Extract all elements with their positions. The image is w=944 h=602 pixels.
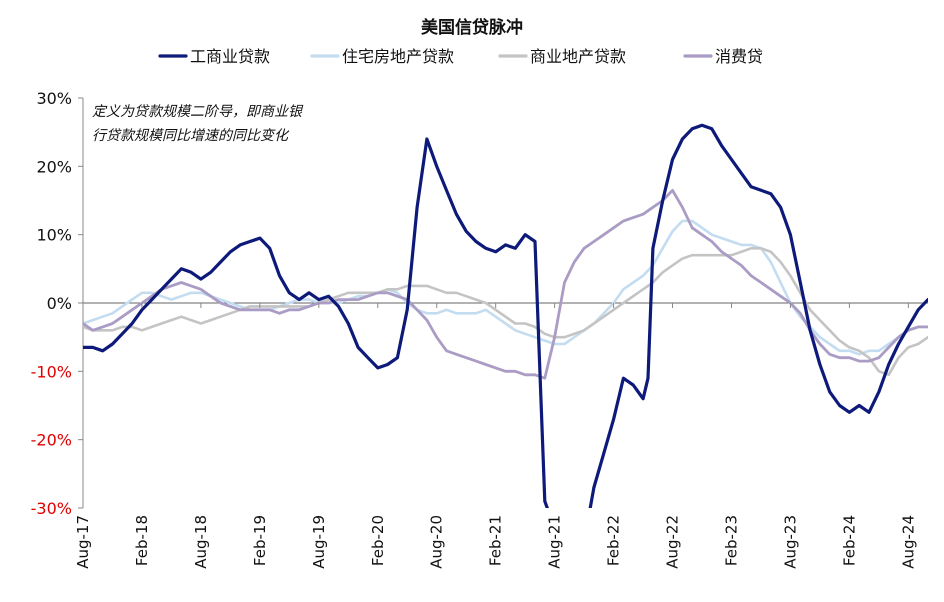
y-tick-label: -10% xyxy=(31,362,72,381)
x-tick-label: Aug-24 xyxy=(899,515,917,569)
x-tick-label: Aug-21 xyxy=(546,515,564,569)
chart-legend: 工商业贷款 住宅房地产贷款 商业地产贷款 消费贷 xyxy=(158,47,763,66)
legend-label: 工商业贷款 xyxy=(190,47,270,66)
y-axis-ticks: 30% 20% 10% 0% -10% -20% -30% xyxy=(31,89,83,518)
x-tick-label: Aug-17 xyxy=(74,515,92,569)
x-tick-label: Aug-23 xyxy=(781,515,799,569)
series-layer xyxy=(83,123,928,508)
x-tick-label: Feb-22 xyxy=(605,515,623,566)
series-line xyxy=(83,137,549,508)
series-line xyxy=(588,123,928,508)
chart-title: 美国信贷脉冲 xyxy=(421,17,523,38)
x-tick-label: Feb-23 xyxy=(722,515,740,566)
x-tick-label: Feb-24 xyxy=(840,515,858,566)
chart-note-line-1: 定义为贷款规模二阶导，即商业银 xyxy=(92,104,304,120)
series-line xyxy=(83,247,928,377)
x-tick-label: Feb-21 xyxy=(487,515,505,566)
x-tick-label: Feb-20 xyxy=(369,515,387,566)
series-line xyxy=(83,219,928,356)
y-tick-label: 0% xyxy=(47,294,72,313)
y-tick-label: -30% xyxy=(31,499,72,518)
x-axis-ticks: Aug-17 Feb-18 Aug-18 Feb-19 Aug-19 Feb-20 Aug-… xyxy=(74,303,917,569)
legend-label: 商业地产贷款 xyxy=(530,47,626,66)
x-tick-label: Aug-18 xyxy=(192,515,210,569)
x-tick-label: Feb-18 xyxy=(133,515,151,566)
series-line xyxy=(83,188,928,380)
y-tick-label: 20% xyxy=(36,157,72,176)
x-tick-label: Feb-19 xyxy=(251,515,269,566)
legend-label: 消费贷 xyxy=(715,47,763,66)
x-tick-label: Aug-19 xyxy=(310,515,328,569)
y-tick-label: 30% xyxy=(36,89,72,108)
legend-label: 住宅房地产贷款 xyxy=(342,47,454,66)
y-tick-label: 10% xyxy=(36,226,72,245)
chart-note-line-2: 行贷款规模同比增速的同比变化 xyxy=(92,128,290,144)
y-tick-label: -20% xyxy=(31,431,72,450)
x-tick-label: Aug-22 xyxy=(664,515,682,569)
x-tick-label: Aug-20 xyxy=(428,515,446,569)
